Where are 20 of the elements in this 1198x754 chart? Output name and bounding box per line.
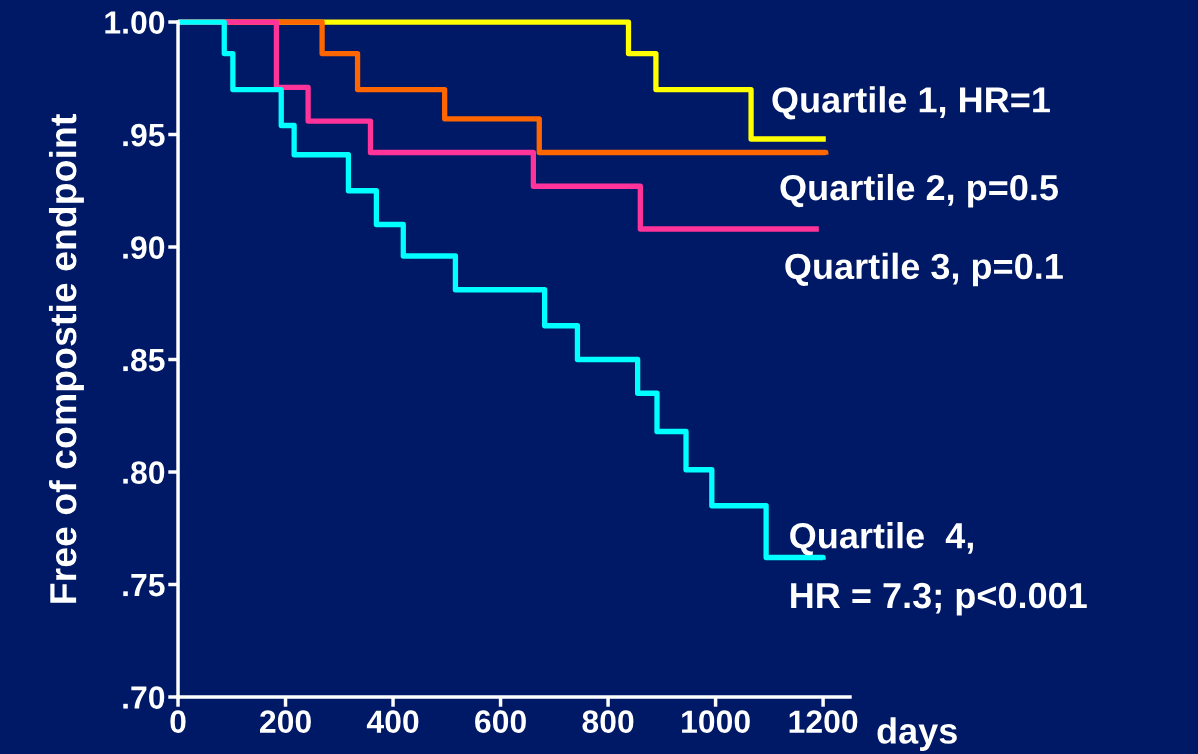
y-tick-label: .90	[123, 236, 165, 259]
x-tick-label: 200	[260, 710, 311, 733]
y-tick-label: 1.00	[105, 11, 165, 34]
x-tick-label: 1200	[789, 710, 858, 733]
x-tick-label: 600	[475, 710, 526, 733]
y-tick-label: .85	[123, 348, 165, 372]
y-axis-title: Free of compostie endpoint	[48, 114, 84, 603]
x-tick-label: 400	[366, 710, 419, 733]
series-label: Quartile 3, p=0.1	[785, 252, 1063, 287]
x-axis-title: days	[877, 717, 957, 751]
series-label: Quartile 4, HR = 7.3; p<0.001	[790, 522, 1087, 616]
y-tick-label: .80	[123, 461, 165, 484]
x-tick-label: 1000	[682, 710, 750, 733]
y-tick-label: .95	[123, 123, 165, 147]
series-label: Quartile 1, HR=1	[772, 86, 1050, 120]
y-tick-label: .75	[123, 574, 165, 597]
series-label: Quartile 2, p=0.5	[780, 173, 1058, 208]
y-tick-label: .70	[123, 686, 165, 709]
x-tick-label: 0	[170, 710, 186, 733]
x-tick-label: 800	[582, 710, 634, 733]
